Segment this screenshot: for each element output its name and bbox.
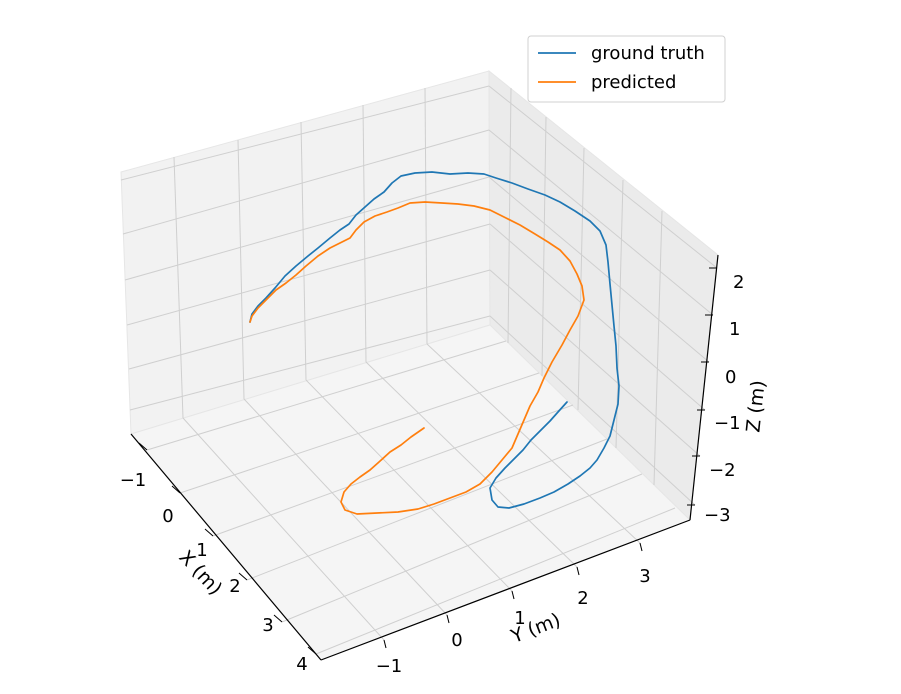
grid-line	[541, 116, 547, 377]
grid-line	[305, 379, 513, 592]
x-tick-mark	[307, 646, 317, 655]
grid-line	[246, 438, 608, 581]
z-tick-labels: 2 1 0 −1 −2 −3	[704, 272, 744, 526]
grid-line	[488, 176, 710, 363]
grid-line	[577, 147, 585, 411]
x-tick-mark	[171, 485, 181, 494]
grid-line	[362, 104, 367, 363]
x-tick-label: 4	[296, 654, 307, 675]
x-tick-label: 2	[229, 576, 240, 597]
y-tick-mark	[639, 542, 643, 552]
grid-line	[315, 507, 676, 655]
y-tick-mark	[576, 566, 580, 576]
grid-line	[488, 129, 714, 316]
x-tick-labels: −1 0 1 2 3 4	[120, 470, 308, 675]
legend-label-predicted: predicted	[591, 72, 676, 93]
z-tick-label: −3	[704, 505, 731, 526]
y-axis-line	[320, 519, 691, 661]
grid-line	[489, 315, 696, 506]
z-tick-label: 2	[733, 272, 744, 293]
grid-line	[424, 87, 428, 345]
grid-line	[122, 129, 490, 235]
legend-box	[527, 35, 726, 103]
grid-line	[300, 121, 307, 381]
grid-line	[243, 398, 448, 616]
x-tick-mark	[238, 572, 248, 581]
grid-line	[507, 87, 512, 344]
legend: ground truth predicted	[527, 35, 726, 103]
y-tick-label: 2	[577, 588, 588, 609]
grid-line	[120, 85, 490, 181]
y-tick-label: 3	[639, 566, 650, 587]
series-line-predicted	[249, 201, 585, 515]
grid-line	[281, 473, 643, 623]
y-tick-mark	[383, 639, 387, 649]
x-tick-mark	[273, 614, 283, 623]
axes-panes	[120, 69, 719, 661]
series-layer	[249, 171, 620, 515]
y-tick-labels: −1 0 1 2 3	[376, 566, 651, 677]
z-tick-label: −1	[714, 413, 741, 434]
grid-line	[146, 340, 507, 451]
y-tick-mark	[511, 590, 515, 600]
grid-line	[182, 417, 385, 641]
grid-line	[365, 361, 578, 568]
grid-line	[129, 315, 491, 411]
z-tick-label: 1	[729, 319, 740, 340]
grid-line	[237, 139, 245, 400]
series-line-ground-truth	[249, 171, 620, 509]
x-tick-label: 3	[262, 615, 273, 636]
y-tick-mark	[446, 614, 450, 624]
y-tick-label: −1	[376, 656, 403, 677]
x-tick-label: −1	[120, 470, 147, 491]
grid-line	[173, 156, 184, 419]
x-tick-label: 1	[196, 540, 207, 561]
grid-line	[489, 269, 701, 457]
grid-line	[653, 210, 663, 486]
grid-line	[489, 223, 706, 411]
grid-line	[126, 223, 491, 326]
grid-line	[426, 343, 641, 544]
z-tick-label: 0	[725, 367, 736, 388]
z-axis-line	[689, 254, 719, 521]
z-axis-label: Z (m)	[742, 379, 769, 433]
grid-line	[128, 269, 491, 370]
tick-marks	[138, 267, 717, 655]
grid-line	[212, 404, 574, 537]
legend-label-ground-truth: ground truth	[591, 43, 705, 64]
z-tick-label: −2	[709, 460, 736, 481]
x-tick-mark	[204, 528, 214, 537]
grid-lines	[120, 85, 718, 655]
x-tick-mark	[138, 442, 148, 451]
grid-line	[488, 85, 718, 269]
grid-line	[615, 179, 624, 449]
y-tick-label: 1	[514, 608, 525, 629]
x-axis-line	[130, 433, 322, 661]
grid-line	[124, 176, 490, 281]
y-tick-label: 0	[451, 630, 462, 651]
x-tick-label: 0	[162, 506, 173, 527]
axis-lines	[130, 254, 719, 661]
